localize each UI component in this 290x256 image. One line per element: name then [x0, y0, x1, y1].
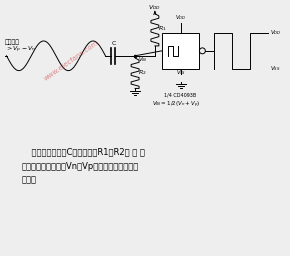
Text: 1/4 CD4093B: 1/4 CD4093B [164, 92, 197, 97]
Text: $V_{IN}$: $V_{IN}$ [138, 55, 147, 64]
Text: $V_{SS}$: $V_{SS}$ [270, 64, 280, 73]
Text: 最小电压: 最小电压 [5, 39, 19, 45]
Text: www.elecfans.com: www.elecfans.com [42, 40, 99, 82]
Text: $V_{DD}$: $V_{DD}$ [175, 13, 186, 22]
Text: C: C [111, 41, 115, 46]
Text: 正弦输入由电容C交流耦合；R1和R2使 输 入: 正弦输入由电容C交流耦合；R1和R2使 输 入 [21, 148, 145, 157]
Text: $V_{DD}$: $V_{DD}$ [148, 3, 161, 12]
Text: $R_1$: $R_1$ [158, 24, 166, 33]
Text: 偏置在输入门限电压Vn和Vp之间，在输出端产生: 偏置在输入门限电压Vn和Vp之间，在输出端产生 [21, 162, 139, 170]
Text: $R_2$: $R_2$ [138, 68, 147, 77]
Text: $V_{SS}$: $V_{SS}$ [175, 69, 186, 78]
Bar [162, 33, 200, 69]
Text: $V_{DD}$: $V_{DD}$ [270, 29, 281, 37]
Text: 方波。: 方波。 [21, 175, 36, 184]
Text: $V_{IN}=1/2(V_n+V_p)$: $V_{IN}=1/2(V_n+V_p)$ [152, 100, 200, 110]
Text: $>V_p-V_n$: $>V_p-V_n$ [5, 45, 36, 55]
